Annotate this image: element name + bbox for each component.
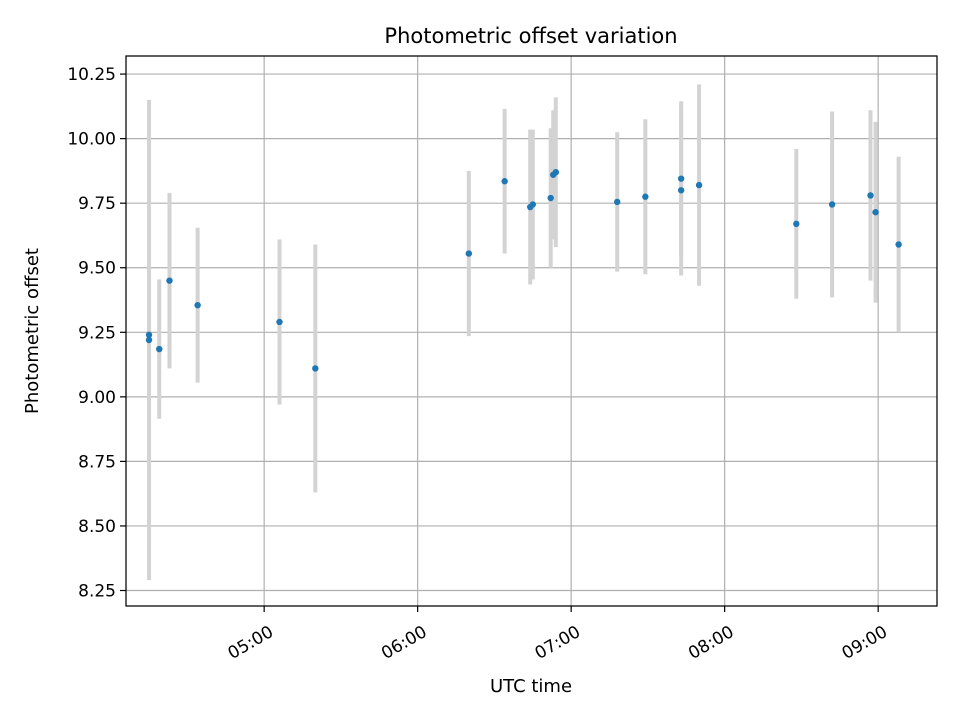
data-point: [465, 250, 473, 257]
data-point: [501, 178, 508, 185]
data-point: [614, 198, 621, 206]
data-point: [145, 336, 153, 344]
data-point: [547, 194, 554, 202]
y-tick-label: 9.75: [78, 194, 116, 214]
data-point: [677, 187, 685, 194]
data-point: [194, 301, 201, 309]
data-point: [529, 201, 536, 208]
data-point: [695, 181, 703, 189]
y-tick-label: 8.25: [78, 582, 116, 602]
y-tick-label: 8.75: [78, 452, 116, 472]
data-point: [156, 345, 163, 353]
data-point: [312, 365, 319, 372]
data-point: [895, 241, 902, 248]
data-point: [872, 209, 879, 216]
data-point: [552, 168, 560, 176]
data-point: [276, 318, 283, 326]
data-point: [677, 175, 685, 182]
y-axis-label: Photometric offset: [22, 248, 43, 414]
x-axis-label: UTC time: [490, 676, 572, 697]
data-point: [867, 192, 874, 199]
y-tick-label: 10.25: [67, 65, 116, 85]
y-tick-label: 9.25: [78, 323, 116, 343]
y-tick-label: 8.50: [78, 517, 116, 537]
data-point: [828, 201, 836, 208]
data-point: [145, 331, 153, 339]
y-tick-label: 9.00: [78, 388, 116, 408]
data-point: [166, 277, 173, 284]
data-points: [145, 168, 902, 372]
plot-frame: [125, 55, 938, 607]
y-tick-label: 9.50: [78, 259, 116, 279]
y-tick-label: 10.00: [67, 130, 116, 150]
chart-title: Photometric offset variation: [384, 24, 677, 48]
data-point: [793, 220, 800, 228]
data-point: [642, 193, 649, 200]
